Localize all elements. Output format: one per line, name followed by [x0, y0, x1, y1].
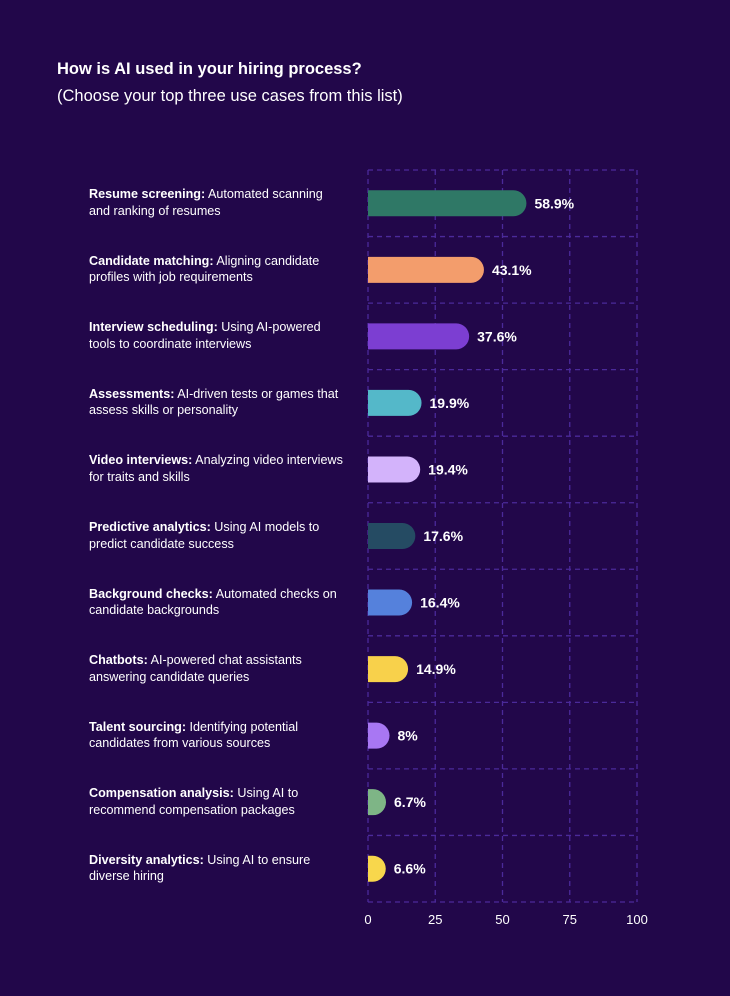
- value-label: 19.9%: [430, 395, 470, 411]
- category-label: Candidate matching: Aligning candidate p…: [89, 253, 344, 286]
- value-label: 14.9%: [416, 661, 456, 677]
- value-label: 19.4%: [428, 461, 468, 477]
- category-label-bold: Assessments:: [89, 386, 175, 401]
- category-label-bold: Predictive analytics:: [89, 520, 211, 534]
- category-label-bold: Compensation analysis:: [89, 786, 234, 801]
- category-label: Video interviews: Analyzing video interv…: [89, 452, 344, 485]
- category-label-bold: Background checks:: [89, 586, 213, 601]
- value-label: 37.6%: [477, 328, 517, 344]
- bar: [368, 323, 470, 350]
- category-label: Interview scheduling: Using AI-powered t…: [89, 319, 344, 352]
- chart-title: How is AI used in your hiring process?: [57, 60, 362, 78]
- category-label-bold: Resume screening:: [89, 187, 206, 202]
- category-label-description: AI-powered chat assistants answering can…: [89, 653, 302, 684]
- grid: [367, 169, 638, 903]
- category-label: Resume screening: Automated scanning and…: [89, 186, 344, 219]
- x-tick-label: 100: [626, 912, 648, 927]
- category-label-bold: Interview scheduling:: [89, 320, 218, 335]
- value-label: 16.4%: [420, 595, 460, 611]
- value-label: 6.6%: [394, 861, 426, 877]
- bar: [368, 656, 409, 683]
- category-label-description: AI-driven tests or games that assess ski…: [89, 386, 339, 418]
- value-labels: 58.9% 43.1% 37.6% 19.9% 19.4% 17.6% 16.4% 14.9%…: [394, 195, 575, 876]
- bars: [368, 190, 527, 882]
- bar: [368, 855, 386, 882]
- category-label-bold: Video interviews:: [89, 453, 193, 468]
- category-label: Predictive analytics: Using AI models to…: [89, 519, 344, 552]
- category-label-description: Using AI to recommend compensation packa…: [89, 786, 299, 817]
- category-label: Diversity analytics: Using AI to ensure …: [89, 852, 344, 885]
- category-label: Chatbots: AI-powered chat assistants ans…: [89, 652, 344, 685]
- value-label: 17.6%: [423, 528, 463, 544]
- value-label: 8%: [398, 728, 419, 744]
- x-tick-label: 0: [364, 912, 371, 927]
- bar: [368, 389, 422, 416]
- category-label: Assessments: AI-driven tests or games th…: [89, 386, 344, 419]
- category-label-description: Automated scanning and ranking of resume…: [89, 187, 323, 218]
- category-label-description: Analyzing video interviews for traits an…: [89, 453, 343, 484]
- category-label-bold: Diversity analytics:: [89, 852, 204, 867]
- category-label-description: Using AI-powered tools to coordinate int…: [89, 320, 321, 351]
- value-label: 43.1%: [492, 262, 532, 278]
- value-label: 6.7%: [394, 794, 426, 810]
- category-label: Compensation analysis: Using AI to recom…: [89, 785, 344, 818]
- category-label-bold: Chatbots:: [89, 653, 148, 668]
- category-label: Background checks: Automated checks on c…: [89, 586, 344, 619]
- bar: [368, 523, 416, 549]
- bar: [368, 722, 390, 749]
- category-label-description: Automated checks on candidate background…: [89, 586, 337, 618]
- x-tick-label: 50: [495, 912, 509, 927]
- category-label-bold: Candidate matching:: [89, 253, 214, 268]
- category-label-description: Identifying potential candidates from va…: [89, 719, 299, 751]
- x-axis-ticks: 0 25 50 75 100: [364, 912, 647, 927]
- bar: [368, 190, 527, 217]
- x-tick-label: 75: [563, 912, 577, 927]
- category-label: Talent sourcing: Identifying potential c…: [89, 719, 344, 752]
- category-label-bold: Talent sourcing:: [89, 719, 187, 734]
- category-label-description: Aligning candidate profiles with job req…: [89, 253, 320, 285]
- chart-subtitle: (Choose your top three use cases from th…: [57, 87, 403, 105]
- bar: [368, 589, 413, 616]
- value-label: 58.9%: [534, 195, 574, 211]
- bar: [368, 456, 421, 483]
- x-tick-label: 25: [428, 912, 442, 927]
- category-label-description: Using AI models to predict candidate suc…: [89, 520, 320, 551]
- bar: [368, 789, 387, 816]
- bar: [368, 256, 484, 283]
- category-label-description: Using AI to ensure diverse hiring: [89, 852, 311, 884]
